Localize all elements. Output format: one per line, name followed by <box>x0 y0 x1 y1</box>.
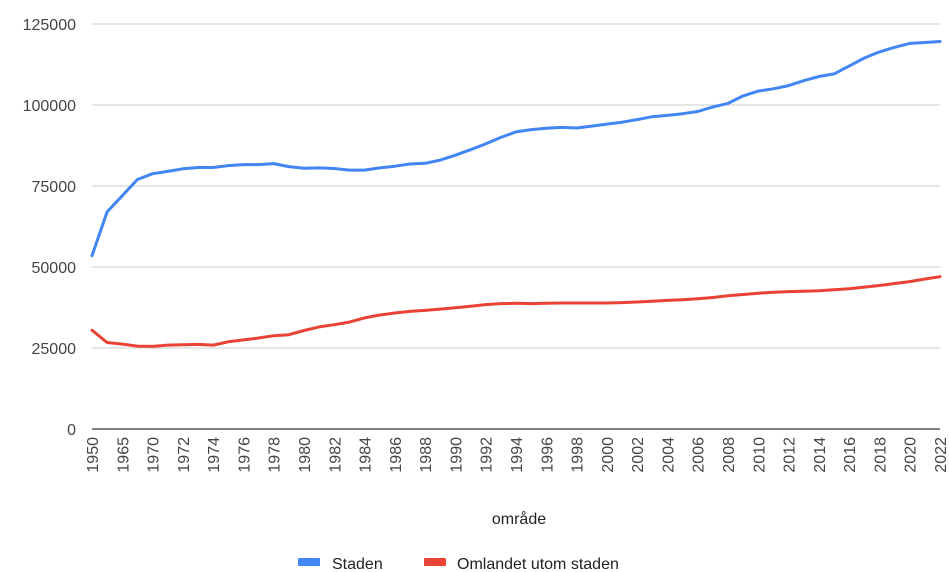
x-tick-label: 2004 <box>660 437 677 473</box>
x-tick-label: 1986 <box>388 437 405 473</box>
x-tick-label: 1970 <box>146 437 163 473</box>
x-tick-label: 2006 <box>691 437 708 473</box>
x-tick-label: 2020 <box>903 437 920 473</box>
y-tick-label: 125000 <box>23 17 76 34</box>
x-tick-label: 2022 <box>933 437 949 473</box>
x-tick-label: 2014 <box>812 437 829 473</box>
series-line-staden <box>90 40 942 258</box>
legend-item-staden: Staden <box>298 556 383 572</box>
legend-item-omlandet: Omlandet utom staden <box>424 556 619 572</box>
x-tick-label: 1950 <box>85 437 102 473</box>
x-tick-label: 2012 <box>782 437 799 473</box>
y-tick-label: 0 <box>67 422 76 439</box>
legend-label: Staden <box>332 556 383 572</box>
x-tick-label: 1998 <box>570 437 587 473</box>
x-tick-label: 1994 <box>509 437 526 473</box>
x-tick-label: 1974 <box>206 437 223 473</box>
x-axis-title: område <box>492 510 546 528</box>
x-tick-label: 2002 <box>630 437 647 473</box>
x-tick-label: 1978 <box>267 437 284 473</box>
x-tick-label: 2018 <box>872 437 889 473</box>
y-tick-label: 75000 <box>32 179 77 196</box>
series-line-omlandet <box>90 275 942 348</box>
y-tick-label: 25000 <box>32 341 77 358</box>
x-tick-label: 1972 <box>176 437 193 473</box>
legend-swatch <box>424 558 446 566</box>
x-tick-label: 1990 <box>448 437 465 473</box>
x-tick-label: 1988 <box>418 437 435 473</box>
x-tick-label: 2000 <box>600 437 617 473</box>
y-tick-label: 50000 <box>32 260 77 277</box>
x-tick-label: 1965 <box>115 437 132 473</box>
x-axis-tick-labels: 1950 1965 1970 1972 1974 1976 1978 1980 1982 1984… <box>85 437 949 473</box>
x-tick-label: 1980 <box>297 437 314 473</box>
x-tick-label: 2016 <box>842 437 859 473</box>
series-lines <box>90 40 942 348</box>
x-tick-label: 1984 <box>358 437 375 473</box>
x-tick-label: 1982 <box>327 437 344 473</box>
legend-label: Omlandet utom staden <box>457 556 619 572</box>
x-tick-label: 1976 <box>236 437 253 473</box>
legend: Staden Omlandet utom staden <box>298 556 619 572</box>
x-tick-label: 2010 <box>751 437 768 473</box>
x-tick-label: 1992 <box>479 437 496 473</box>
y-tick-label: 100000 <box>23 98 76 115</box>
gridlines <box>92 23 940 430</box>
y-axis-tick-labels: 0 25000 50000 75000 100000 125000 <box>23 17 76 439</box>
x-tick-label: 1996 <box>539 437 556 473</box>
legend-swatch <box>298 558 320 566</box>
x-tick-label: 2008 <box>721 437 738 473</box>
